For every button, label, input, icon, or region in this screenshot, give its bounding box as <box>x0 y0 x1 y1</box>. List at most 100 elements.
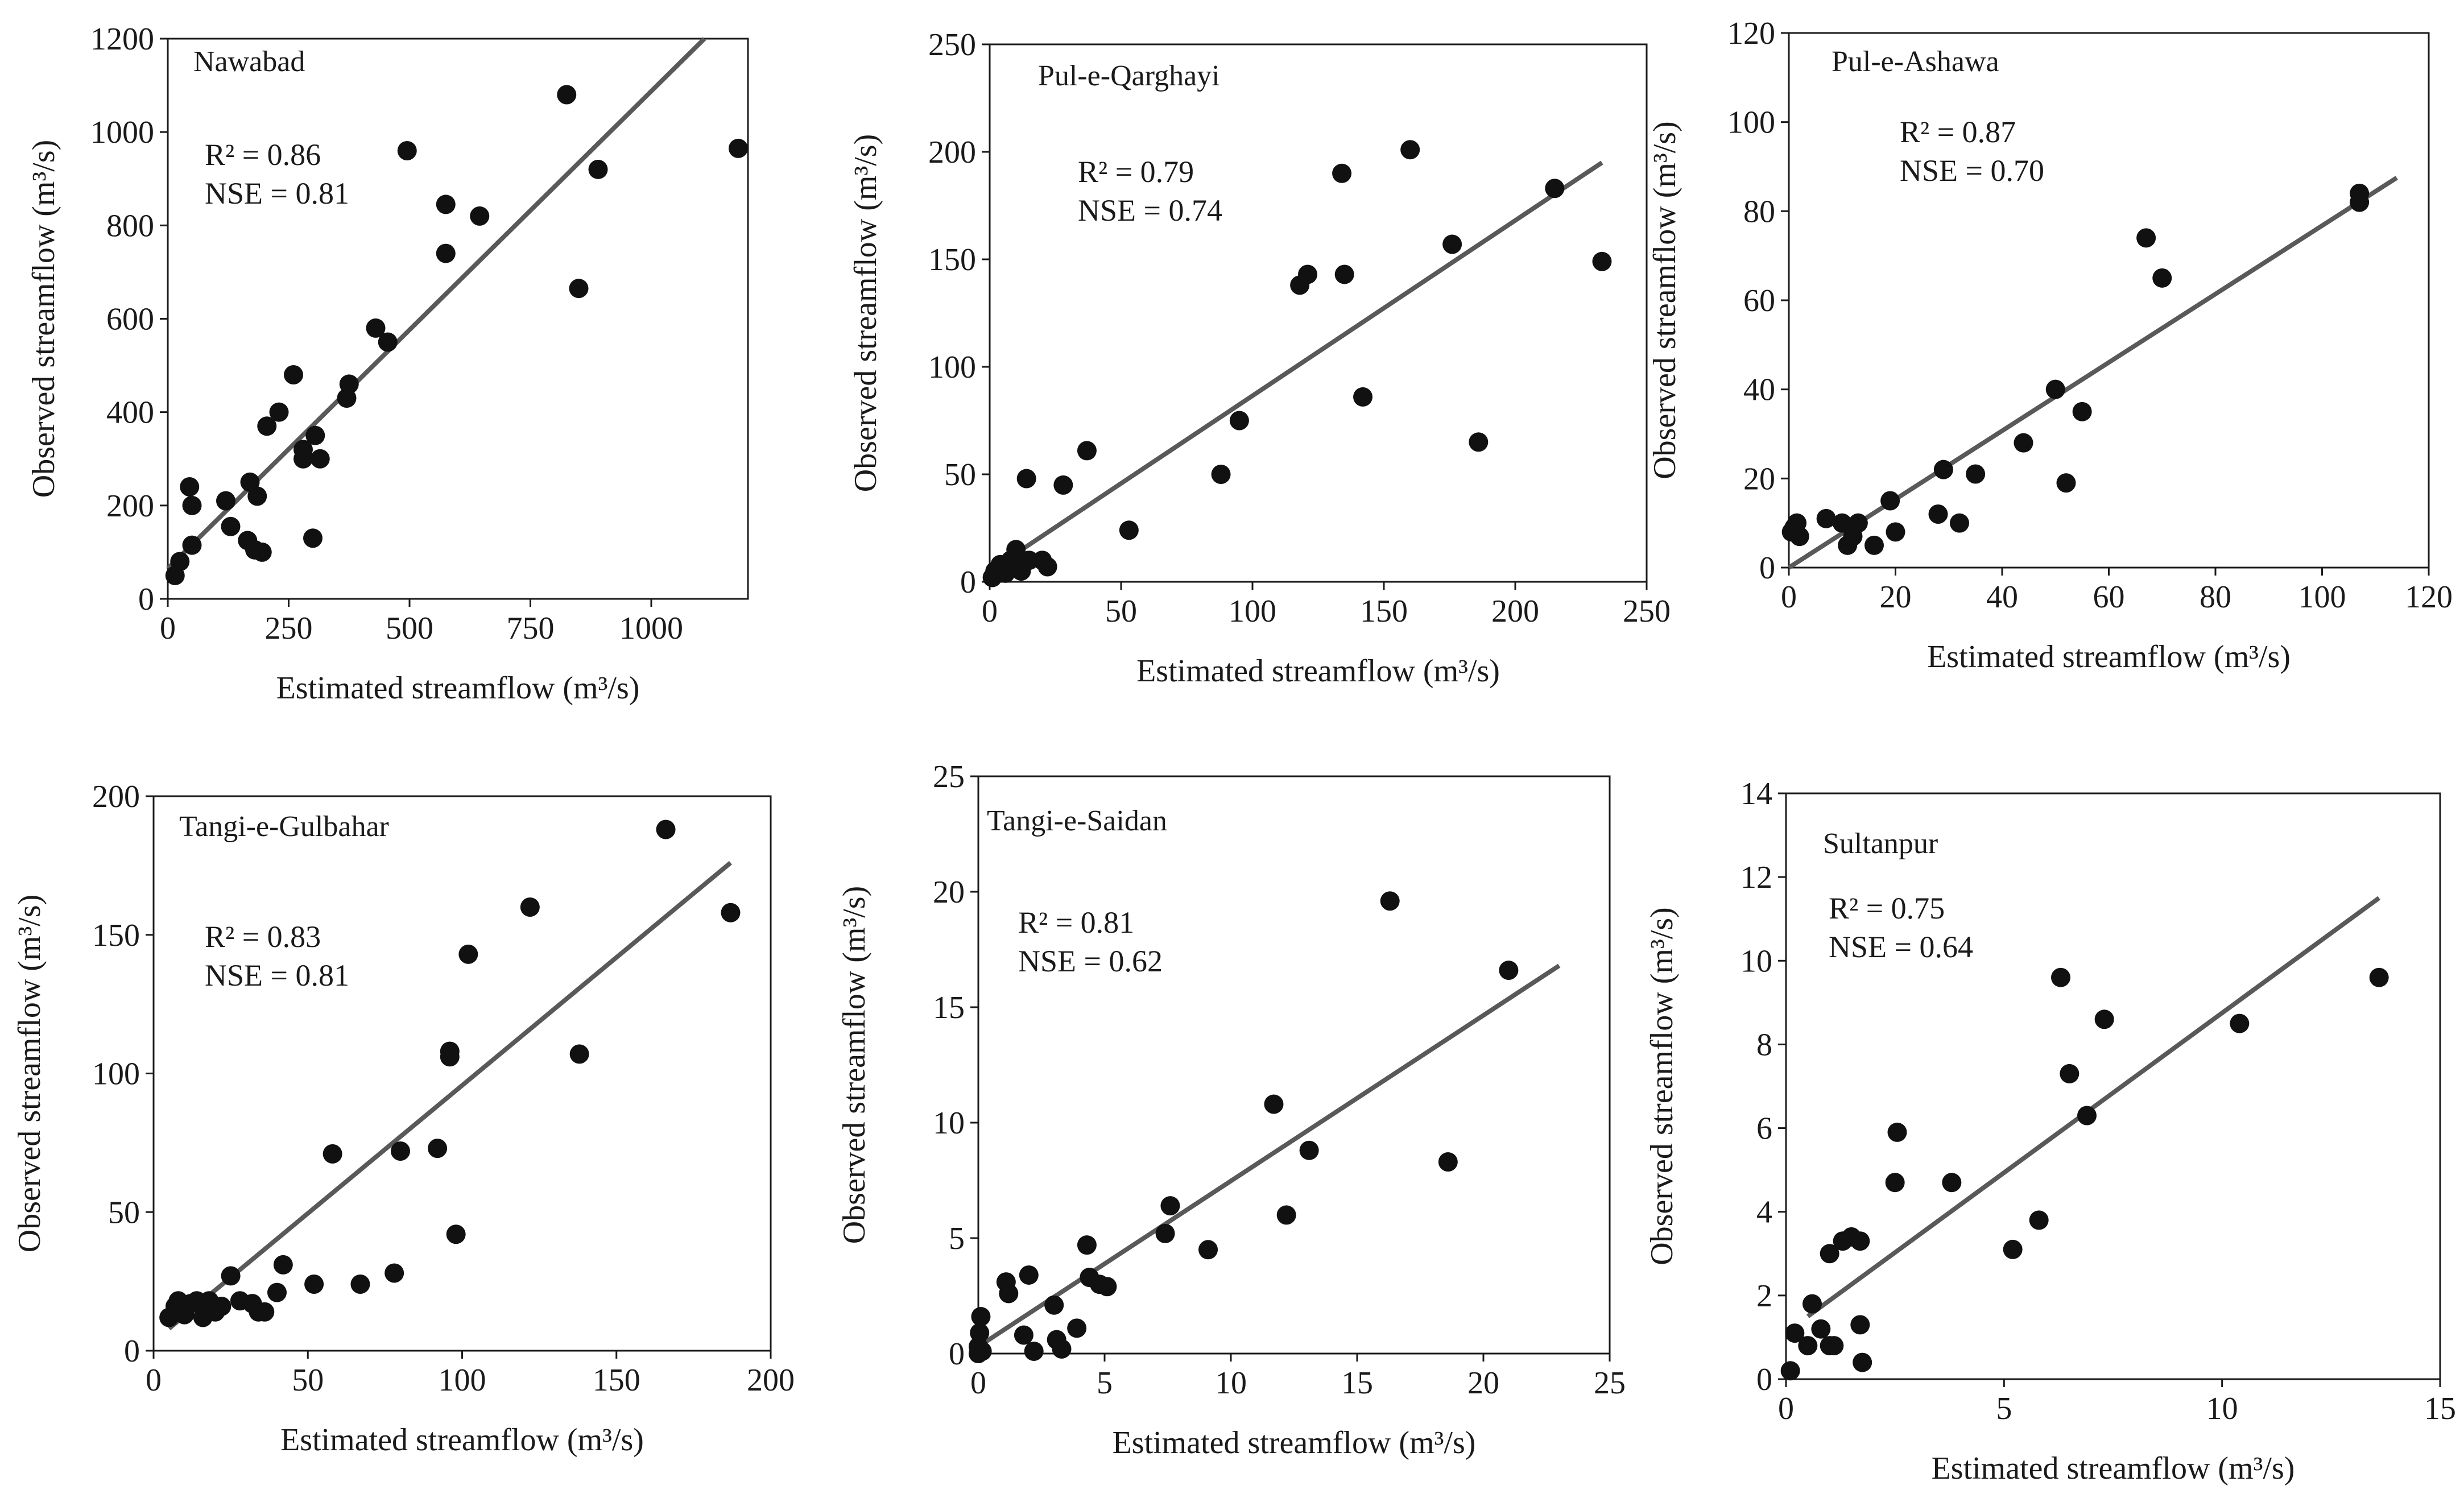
x-tick-label: 150 <box>1360 594 1408 629</box>
data-point <box>1077 1235 1097 1255</box>
panel-title: Sultanpur <box>1823 827 1938 860</box>
y-tick-label: 5 <box>949 1221 965 1256</box>
r-squared-label: R² = 0.79 <box>1078 155 1194 189</box>
data-point <box>1276 1205 1296 1225</box>
x-tick-label: 120 <box>2405 580 2453 615</box>
y-tick-label: 20 <box>933 875 965 910</box>
data-point <box>293 440 313 460</box>
data-point <box>1811 1319 1831 1339</box>
data-point <box>1785 1323 1805 1343</box>
data-point <box>1299 1140 1319 1160</box>
y-tick-label: 0 <box>960 565 976 600</box>
y-axis-title: Observed streamflow (m³/s) <box>26 140 61 498</box>
nse-label: NSE = 0.74 <box>1078 193 1222 227</box>
data-point <box>2152 268 2172 288</box>
plot-frame <box>989 43 1648 583</box>
data-point <box>2029 1210 2049 1230</box>
data-point <box>212 1297 231 1316</box>
y-tick-label: 50 <box>944 457 976 493</box>
data-point <box>1592 251 1612 271</box>
data-point <box>999 1284 1019 1304</box>
chart-panel-5: 0 5 10 15 20 25 0 5 10 15 20 25 Estimated streamflow… <box>837 759 1626 1460</box>
x-tick-label: 20 <box>1880 580 1912 615</box>
data-point <box>721 903 741 922</box>
data-point <box>304 1275 324 1294</box>
y-axis-title: Observed streamflow (m³/s) <box>848 134 883 493</box>
data-point <box>557 85 577 105</box>
data-point <box>1966 464 1986 484</box>
data-point <box>2230 1013 2250 1033</box>
x-tick-label: 0 <box>970 1366 986 1401</box>
data-point <box>2369 967 2389 987</box>
data-point <box>1019 1265 1039 1285</box>
y-tick-label: 20 <box>1743 461 1775 496</box>
y-tick-label: 6 <box>1756 1111 1772 1147</box>
data-point <box>1211 465 1231 484</box>
y-tick-label: 120 <box>1727 16 1775 51</box>
nse-label: NSE = 0.81 <box>205 176 349 210</box>
data-point <box>2045 379 2065 399</box>
x-tick-label: 80 <box>2200 580 2231 615</box>
data-point <box>1014 1325 1033 1345</box>
data-point <box>1298 264 1318 284</box>
data-point <box>269 402 289 422</box>
r-squared-label: R² = 0.83 <box>205 920 321 954</box>
data-point <box>1380 891 1400 911</box>
data-point <box>267 1282 287 1302</box>
data-point <box>436 195 456 214</box>
r-squared-label: R² = 0.87 <box>1900 115 2016 149</box>
data-point <box>2077 1106 2097 1126</box>
y-tick-label: 2 <box>1756 1278 1772 1314</box>
plot-frame <box>152 795 772 1352</box>
data-point <box>1155 1223 1175 1243</box>
y-tick-label: 400 <box>106 395 154 431</box>
x-tick-label: 0 <box>982 594 998 629</box>
data-point <box>1887 1122 1907 1142</box>
x-tick-label: 250 <box>265 611 313 646</box>
chart-panel-4: 0 50 100 150 200 0 50 100 150 200 Estimated stream… <box>12 779 795 1458</box>
chart-panel-2: 0 50 100 150 200 250 0 50 100 150 200 250 Estimated … <box>848 27 1671 689</box>
data-point <box>339 374 359 394</box>
chart-panel-3: 0 20 40 60 80 100 120 0 20 40 60 80 100 120 Estimated … <box>1647 16 2453 675</box>
x-tick-label: 250 <box>1623 594 1671 629</box>
trend-line <box>167 860 733 1331</box>
x-tick-label: 750 <box>507 611 555 646</box>
data-point <box>1037 557 1057 577</box>
data-point <box>520 897 540 917</box>
x-tick-label: 0 <box>160 611 176 646</box>
data-point <box>257 416 277 436</box>
data-point <box>284 365 303 384</box>
y-tick-label: 15 <box>933 990 965 1025</box>
y-tick-label: 800 <box>106 208 154 243</box>
y-tick-label: 150 <box>92 918 140 953</box>
data-point <box>1802 1294 1822 1314</box>
r-squared-label: R² = 0.81 <box>1018 905 1134 940</box>
data-point <box>391 1141 410 1161</box>
x-tick-label: 5 <box>1097 1366 1113 1401</box>
y-tick-label: 1000 <box>90 115 154 150</box>
data-point <box>440 1041 460 1061</box>
data-point <box>221 516 241 536</box>
data-point <box>1816 508 1836 528</box>
x-tick-label: 15 <box>1341 1366 1373 1401</box>
data-point <box>1334 264 1354 284</box>
data-point <box>255 1302 275 1322</box>
data-point <box>1832 513 1852 533</box>
x-tick-label: 60 <box>2093 580 2125 615</box>
data-point <box>1780 1361 1800 1381</box>
data-point <box>458 944 478 964</box>
y-tick-label: 1200 <box>90 22 154 57</box>
y-tick-label: 100 <box>92 1057 140 1092</box>
data-point <box>221 1266 241 1286</box>
x-tick-label: 1000 <box>619 611 683 646</box>
x-axis-title: Estimated streamflow (m³/s) <box>276 671 640 706</box>
trend-line <box>1787 176 2398 570</box>
y-axis-title: Observed streamflow (m³/s) <box>1644 907 1680 1265</box>
y-tick-label: 600 <box>106 302 154 337</box>
data-point <box>1928 504 1948 524</box>
data-point <box>397 141 417 160</box>
y-tick-label: 0 <box>1756 1362 1772 1397</box>
x-tick-label: 50 <box>1105 594 1137 629</box>
x-tick-label: 20 <box>1467 1366 1499 1401</box>
plot-frame <box>1788 32 2430 569</box>
